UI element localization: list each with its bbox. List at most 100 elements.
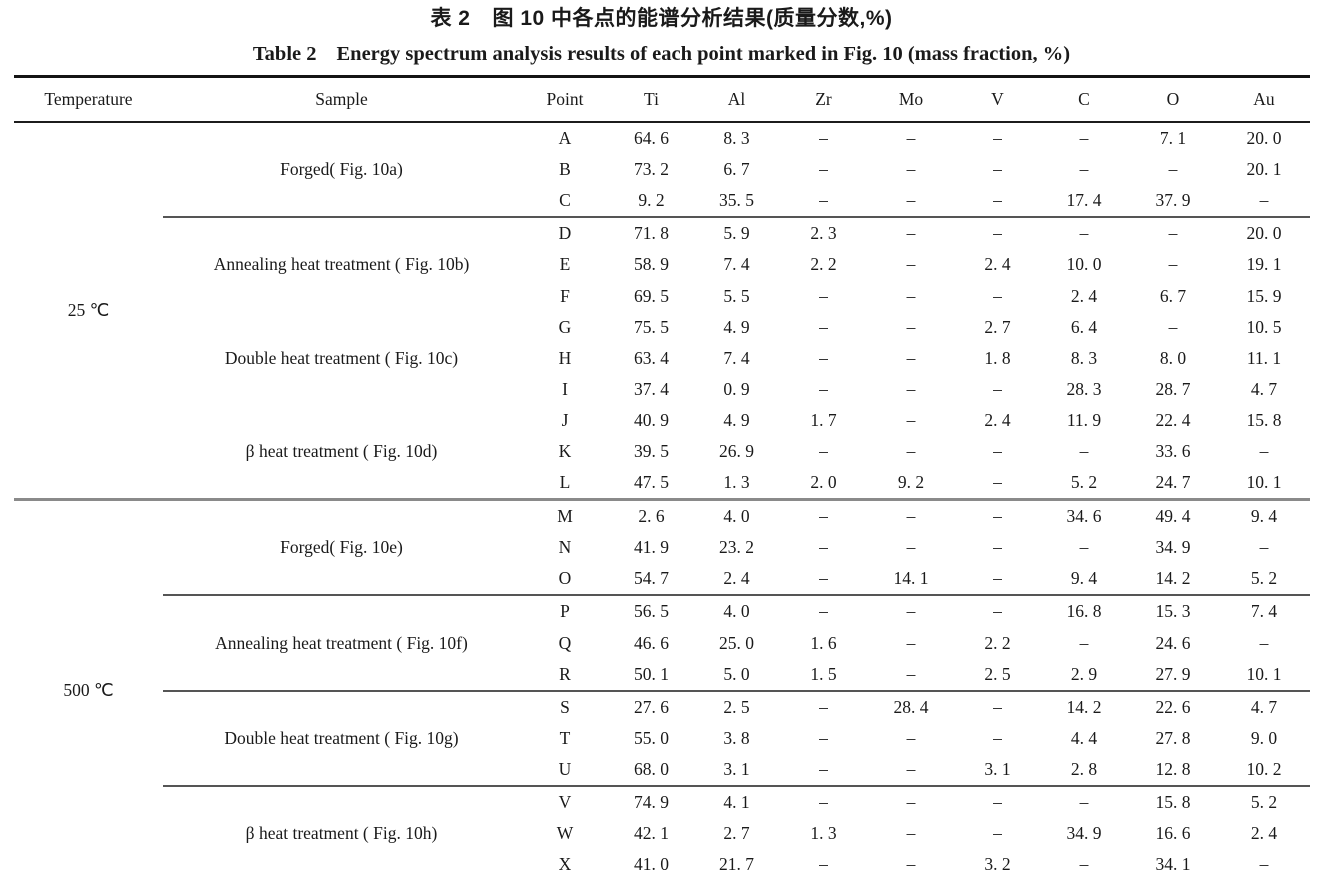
value-cell: 23. 2 (719, 537, 754, 558)
value-cell: 28. 4 (893, 696, 929, 717)
value-cell: 4. 4 (1070, 727, 1098, 748)
value-cell: 9. 2 (610, 185, 693, 219)
value-cell: 2. 2 (984, 632, 1011, 653)
value-cell: 4. 0 (723, 506, 750, 527)
table-row: Double heat treatment ( Fig. 10g) S 27. … (14, 690, 1310, 787)
point-cell: B (559, 159, 571, 180)
table-row: β heat treatment ( Fig. 10d) J 40. 9 4. … (14, 404, 1310, 502)
value-cell: 22. 6 (1155, 696, 1191, 717)
value-cell: – (993, 792, 1002, 813)
point-cell: T (559, 727, 571, 748)
value-cell: – (993, 285, 1002, 306)
value-cell: 10. 1 (1218, 467, 1310, 502)
value-cell: – (819, 347, 828, 368)
point-cell: O (520, 563, 610, 597)
value-cell: 10. 0 (1066, 254, 1102, 275)
value-cell: – (906, 378, 916, 399)
table-row: Double heat treatment ( Fig. 10c) G 75. … (14, 312, 1310, 368)
value-cell: 40. 9 (634, 409, 669, 430)
table-row: Annealing heat treatment ( Fig. 10b) D 7… (14, 217, 1310, 274)
value-cell: 8. 3 (1070, 347, 1098, 368)
value-cell: – (993, 159, 1002, 180)
value-cell: 37. 4 (634, 378, 669, 399)
value-cell: 2. 3 (810, 223, 837, 244)
value-cell: 2. 4 (984, 409, 1011, 430)
point-cell: L (520, 467, 610, 502)
column-header-sample: Sample (163, 75, 520, 123)
value-cell: 41. 0 (634, 854, 669, 875)
value-cell: 34. 1 (1155, 854, 1191, 875)
value-cell: – (906, 823, 916, 844)
value-cell: – (819, 537, 828, 558)
value-cell: 1. 3 (810, 823, 837, 844)
table-row: C 9. 2 35. 5 – – – 17. 4 37. 9 – (14, 185, 1310, 219)
value-cell: 27. 9 (1128, 658, 1218, 692)
table-row: F 69. 5 5. 5 – – – 2. 4 6. 7 15. 9 (14, 280, 1310, 311)
value-cell: 68. 0 (610, 753, 693, 787)
value-cell: – (1259, 854, 1269, 875)
sample-cell: β heat treatment ( Fig. 10h) (245, 823, 438, 844)
value-cell: 50. 1 (610, 658, 693, 692)
value-cell: – (993, 696, 1002, 717)
sample-cell: Annealing heat treatment ( Fig. 10f) (163, 595, 520, 692)
value-cell: – (1079, 159, 1089, 180)
value-cell: 1. 5 (780, 658, 867, 692)
value-cell: – (819, 601, 828, 622)
value-cell: 7. 4 (723, 254, 750, 275)
value-cell: – (955, 467, 1040, 502)
sample-cell: Double heat treatment ( Fig. 10c) (224, 347, 459, 368)
sample-cell: Forged( Fig. 10a) (163, 122, 520, 219)
value-cell: 16. 6 (1155, 823, 1191, 844)
value-cell: 25. 0 (719, 632, 754, 653)
value-cell: 14. 1 (867, 563, 955, 597)
value-cell: 2. 8 (1040, 753, 1128, 787)
table-row: K 39. 5 26. 9 – – – – 33. 6 – (14, 436, 1310, 467)
value-cell: – (819, 159, 828, 180)
value-cell: 56. 5 (634, 601, 669, 622)
value-cell: 21. 7 (719, 854, 754, 875)
value-cell: – (1259, 632, 1269, 653)
value-cell: – (906, 506, 916, 527)
temperature-cell: 500 ℃ (63, 680, 114, 701)
table-row: O 54. 7 2. 4 – 14. 1 – 9. 4 14. 2 5. 2 (14, 563, 1310, 597)
value-cell: 3. 2 (984, 854, 1011, 875)
value-cell: 9. 0 (1250, 727, 1278, 748)
column-header-al: Al (693, 75, 780, 123)
value-cell: 74. 9 (634, 792, 669, 813)
point-cell: Q (558, 632, 572, 653)
point-cell: C (520, 185, 610, 219)
table-title-zh-label: 表 2 (430, 7, 471, 30)
value-cell: 14. 2 (1128, 563, 1218, 597)
value-cell: – (906, 632, 916, 653)
value-cell: – (1079, 537, 1089, 558)
value-cell: – (819, 506, 828, 527)
point-cell: P (560, 601, 570, 622)
value-cell: 2. 4 (1070, 285, 1098, 306)
value-cell: – (819, 696, 828, 717)
value-cell: 4. 7 (1250, 378, 1278, 399)
value-cell: – (993, 823, 1002, 844)
value-cell: 7. 1 (1159, 128, 1187, 149)
column-header-ti: Ti (610, 75, 693, 123)
value-cell: 20. 0 (1246, 223, 1282, 244)
value-cell: – (993, 537, 1002, 558)
point-cell: W (556, 823, 574, 844)
value-cell: – (819, 378, 828, 399)
value-cell: – (1079, 223, 1089, 244)
value-cell: – (1079, 440, 1089, 461)
value-cell: 22. 4 (1155, 409, 1191, 430)
value-cell: 10. 1 (1218, 658, 1310, 692)
value-cell: – (993, 506, 1002, 527)
value-cell: 15. 3 (1155, 601, 1191, 622)
point-cell: I (562, 378, 568, 399)
table-row: 25 ℃ Forged( Fig. 10a) A 64. 6 8. 3 – – … (14, 122, 1310, 502)
value-cell: 5. 2 (1040, 467, 1128, 502)
temperature-cell: 25 ℃ (14, 122, 163, 502)
point-cell: M (557, 506, 573, 527)
column-header-zr: Zr (780, 75, 867, 123)
table-row: U 68. 0 3. 1 – – 3. 1 2. 8 12. 8 10. 2 (14, 753, 1310, 787)
value-cell: 27. 8 (1155, 727, 1191, 748)
point-cell: U (520, 753, 610, 787)
value-cell: 28. 3 (1066, 378, 1102, 399)
